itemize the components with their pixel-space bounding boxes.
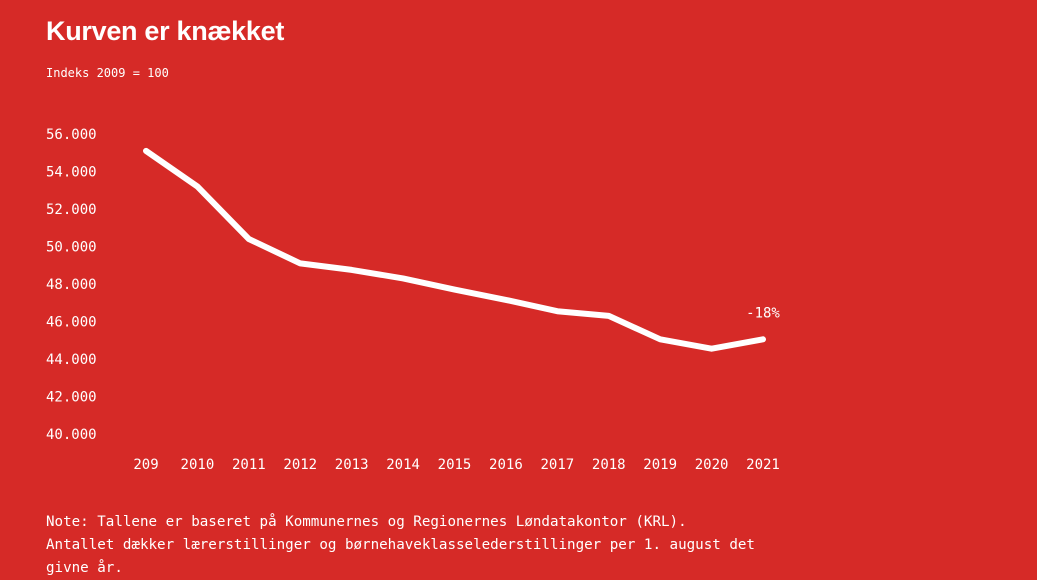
y-tick-label: 42.000	[46, 390, 97, 406]
series-layer	[146, 151, 763, 349]
x-tick-label: 2016	[489, 457, 523, 473]
footnote-line: Note: Tallene er baseret på Kommunernes …	[46, 511, 806, 534]
x-tick-label: 2020	[695, 457, 729, 473]
x-axis: 209 2010 2011 2012 2013 2014 2015 2016 2017 2018 2…	[133, 457, 780, 473]
footnote: Note: Tallene er baseret på Kommunernes …	[46, 511, 806, 580]
annotations-layer: -18%	[746, 305, 780, 321]
y-tick-label: 52.000	[46, 202, 97, 218]
x-tick-label: 2015	[438, 457, 472, 473]
y-tick-label: 44.000	[46, 352, 97, 368]
footnote-line: givne år.	[46, 557, 806, 580]
x-tick-label: 2010	[181, 457, 215, 473]
x-tick-label: 2013	[335, 457, 369, 473]
line-chart: 56.000 54.000 52.000 50.000 48.000 46.000 44.0…	[0, 0, 1037, 500]
y-tick-label: 40.000	[46, 427, 97, 443]
series-line	[146, 151, 763, 349]
x-tick-label: 2014	[386, 457, 420, 473]
y-tick-label: 54.000	[46, 165, 97, 181]
y-tick-label: 46.000	[46, 315, 97, 331]
y-tick-label: 50.000	[46, 240, 97, 256]
x-tick-label: 2021	[746, 457, 780, 473]
y-tick-label: 56.000	[46, 127, 97, 143]
x-tick-label: 2018	[592, 457, 626, 473]
x-tick-label: 2012	[283, 457, 317, 473]
x-tick-label: 2019	[643, 457, 677, 473]
x-tick-label: 2011	[232, 457, 266, 473]
y-tick-label: 48.000	[46, 277, 97, 293]
footnote-line: Antallet dækker lærerstillinger og børne…	[46, 534, 806, 557]
y-axis: 56.000 54.000 52.000 50.000 48.000 46.000 44.0…	[46, 127, 97, 443]
x-tick-label: 2017	[540, 457, 574, 473]
annotation-label: -18%	[746, 305, 780, 321]
x-tick-label: 209	[133, 457, 158, 473]
